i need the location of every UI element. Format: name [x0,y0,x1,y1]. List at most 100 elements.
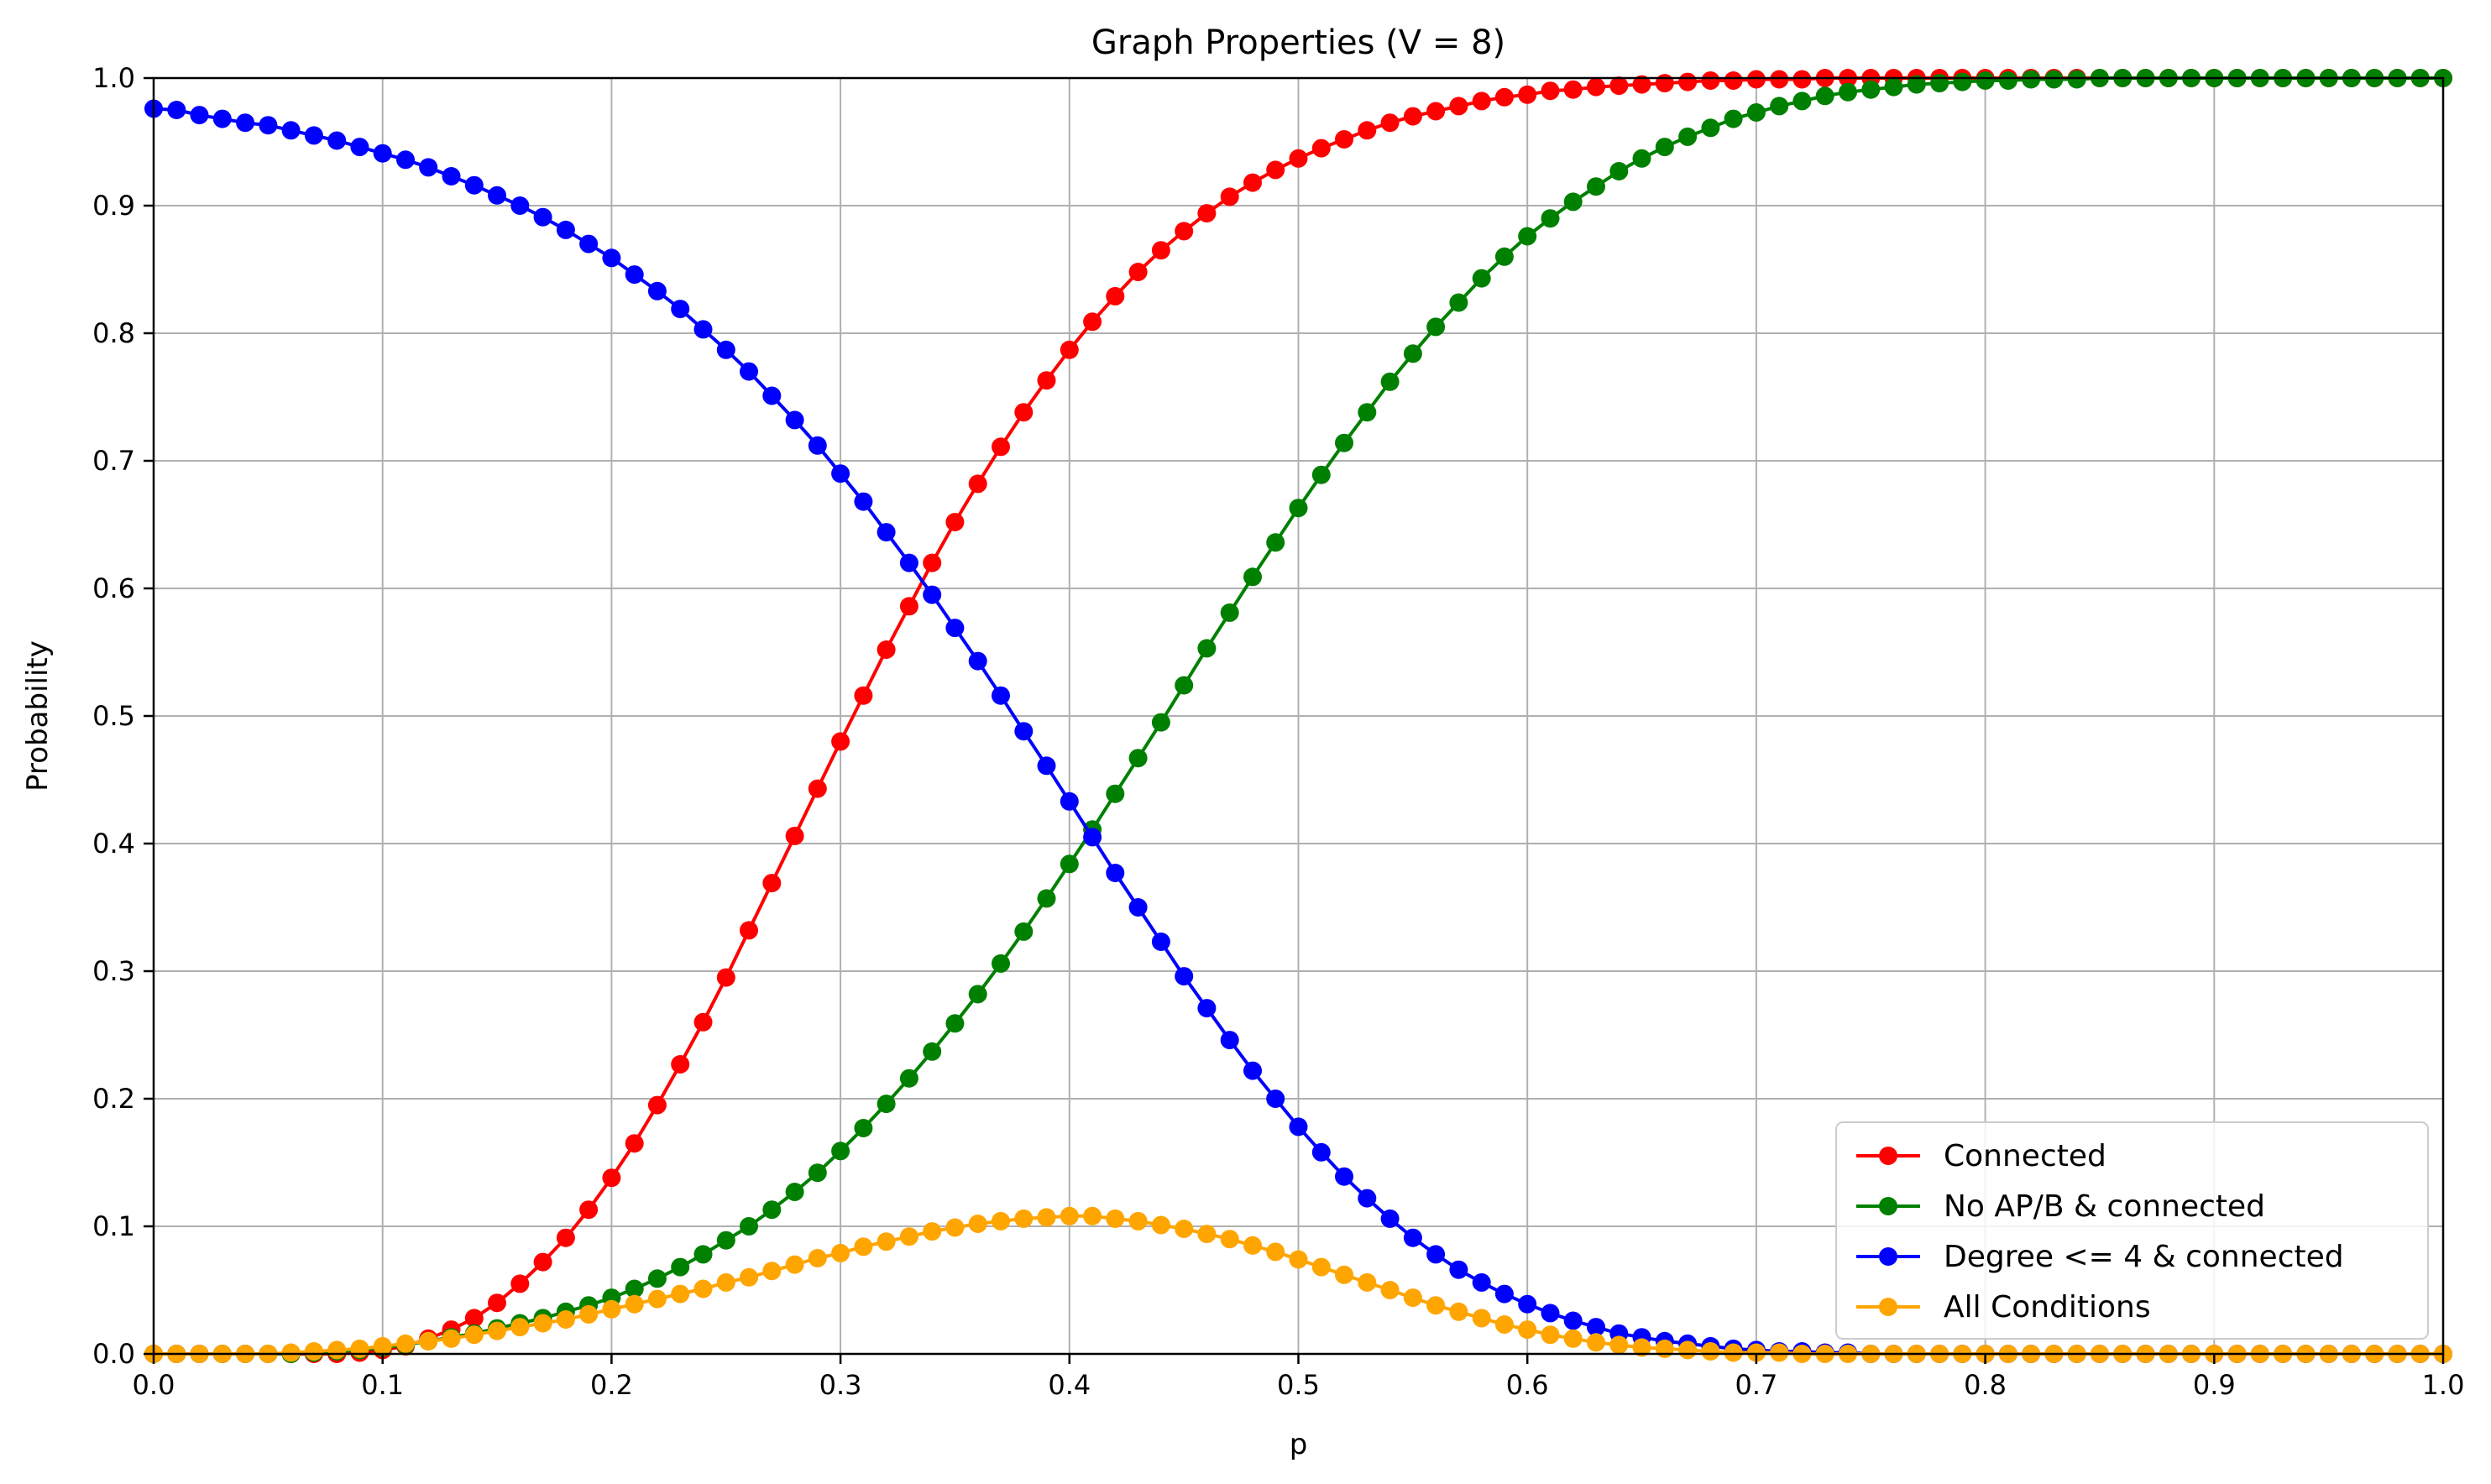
data-point [1037,371,1056,390]
y-tick-label: 0.8 [92,317,135,349]
data-point [2022,70,2041,89]
data-point [1175,967,1194,986]
data-point [1587,177,1605,196]
data-point [1266,160,1285,180]
data-point [1792,91,1812,111]
legend-marker [1879,1247,1897,1266]
legend-marker [1879,1197,1897,1215]
data-point [1518,1320,1537,1340]
data-point [1380,1281,1400,1299]
data-point [1358,403,1377,422]
data-point [396,1334,415,1353]
data-point [1976,71,1995,90]
data-point [1197,999,1217,1018]
data-point [1037,756,1056,776]
data-point [762,1200,782,1220]
y-tick-label: 0.1 [92,1210,135,1242]
data-point [1151,713,1170,732]
data-point [556,220,575,239]
data-point [1587,1333,1605,1352]
data-point [785,410,804,430]
y-tick-label: 0.2 [92,1083,135,1115]
data-point [167,101,186,119]
data-point [693,1279,713,1298]
data-point [1587,77,1605,97]
data-point [1335,1265,1353,1284]
data-point [1724,1343,1743,1362]
data-point [1746,1343,1766,1362]
data-point [923,1042,942,1061]
data-point [671,300,690,319]
data-point [1518,1294,1537,1314]
x-tick-label: 0.9 [2193,1369,2236,1401]
data-point [647,1289,667,1309]
legend-marker [1879,1147,1897,1165]
data-point [808,1249,827,1267]
legend: Connected No AP/B & connected Degree <= 4 … [1835,1121,2429,1340]
data-point [533,207,552,227]
data-point [1358,1189,1377,1208]
data-point [1311,1257,1331,1277]
data-point [281,1343,301,1362]
data-point [1266,533,1285,552]
y-tick-label: 1.0 [92,62,135,94]
data-point [899,1069,918,1088]
data-point [1311,138,1331,158]
data-point [1151,933,1170,951]
data-point [1311,1142,1331,1162]
data-point [762,386,782,405]
data-point [1197,639,1217,658]
data-point [1128,1211,1148,1231]
data-point [1655,138,1674,157]
data-point [488,186,506,205]
data-point [693,1245,713,1264]
data-point [1884,77,1903,97]
data-point [808,436,827,455]
data-point [602,1299,621,1319]
data-point [1426,317,1446,337]
data-point [1953,72,1972,91]
data-point [1655,74,1674,93]
data-point [854,1119,873,1137]
data-point [1175,1220,1194,1238]
data-point [1083,1206,1102,1225]
data-point [2067,70,2086,89]
data-point [1494,87,1514,107]
data-point [1403,1228,1422,1247]
data-point [1243,1236,1262,1255]
data-point [1083,312,1102,332]
data-point [1792,70,1812,89]
data-point [1472,1309,1491,1328]
data-point [899,597,918,616]
data-point [1563,192,1583,212]
data-point [831,732,850,751]
data-point [923,585,942,604]
data-point [1494,1284,1514,1304]
legend-box [1835,1121,2429,1340]
data-point [1746,103,1766,122]
data-point [1518,227,1537,246]
data-point [1426,1296,1446,1315]
data-point [350,138,369,157]
legend-entry: Connected [1944,1139,2106,1173]
data-point [740,1267,758,1287]
data-point [877,640,896,659]
x-tick-label: 0.6 [1506,1369,1549,1401]
data-point [625,1279,644,1298]
data-point [899,1227,918,1246]
legend-entry: No AP/B & connected [1944,1189,2265,1224]
data-point [785,1255,804,1274]
data-point [647,1095,667,1115]
data-point [1289,499,1308,518]
data-point [1128,263,1148,281]
data-point [854,686,873,705]
data-point [1541,1325,1560,1345]
data-point [373,144,392,163]
data-point [1266,1242,1285,1262]
data-point [1449,1302,1468,1321]
data-point [1060,1206,1079,1225]
data-point [510,1274,530,1293]
data-point [831,1243,850,1262]
data-point [1220,187,1239,206]
data-point [854,1237,873,1257]
